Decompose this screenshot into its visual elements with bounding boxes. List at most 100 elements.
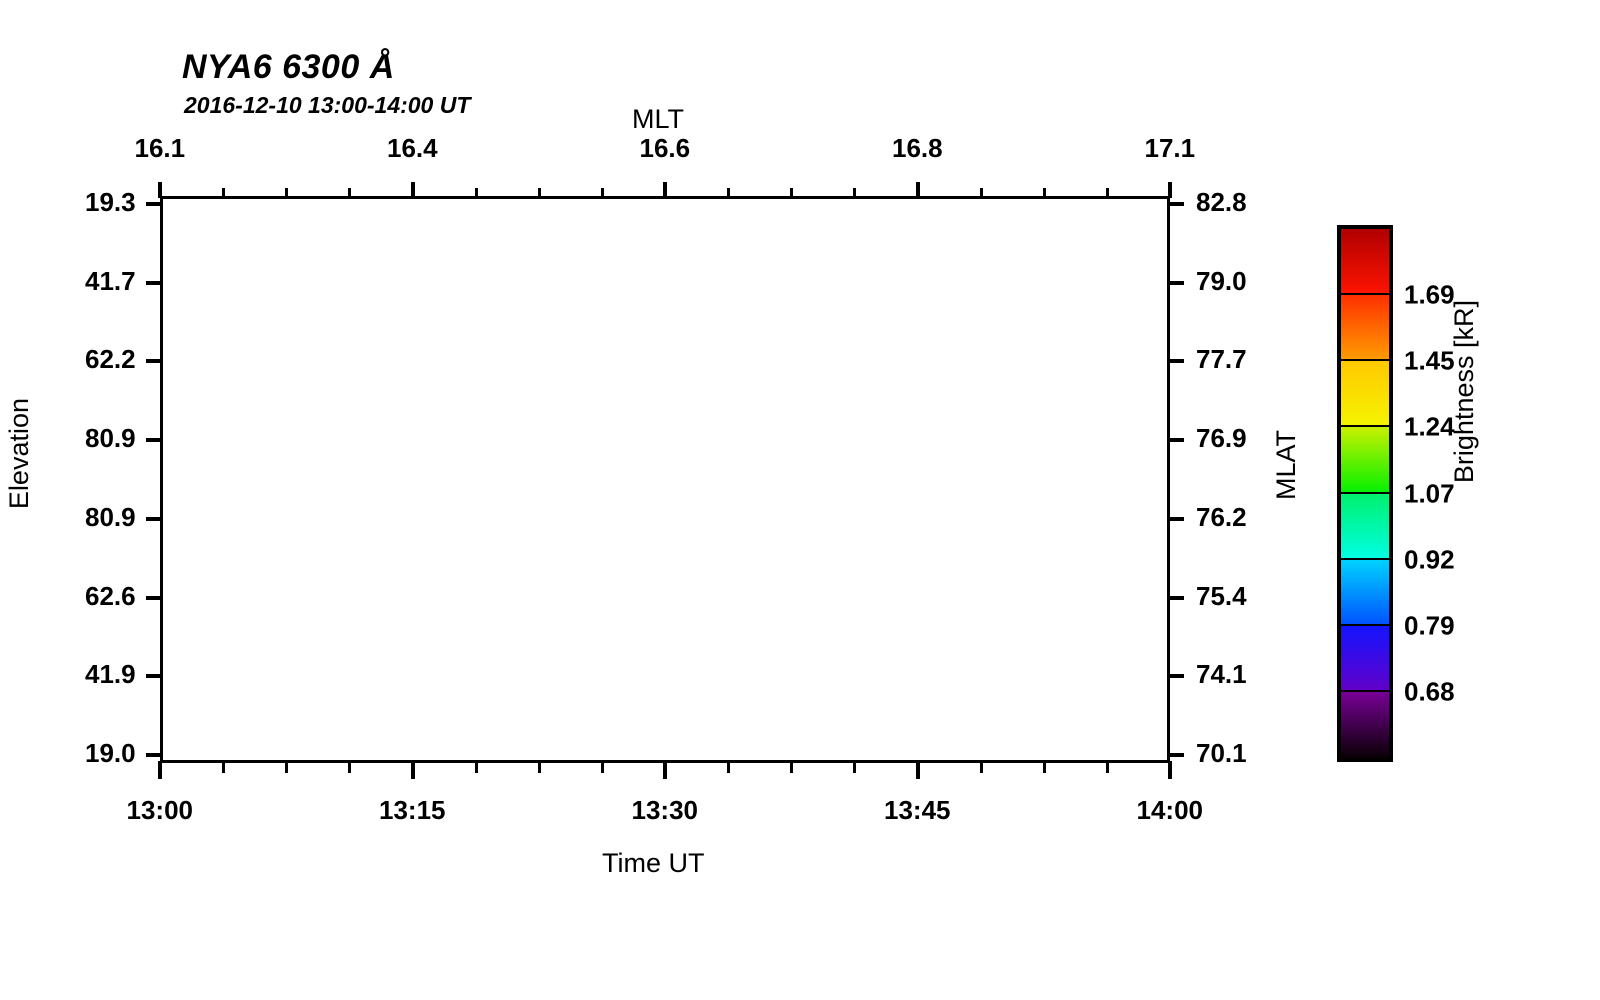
axis-tick bbox=[285, 188, 288, 198]
page-title: NYA6 6300 Å bbox=[182, 48, 395, 86]
colorbar-band bbox=[1341, 559, 1389, 626]
axis-tick-label: 19.3 bbox=[85, 187, 136, 217]
axis-tick-label: 75.4 bbox=[1196, 580, 1247, 611]
axis-tick bbox=[1168, 761, 1172, 779]
axis-tick bbox=[916, 182, 920, 198]
axis-tick bbox=[411, 182, 415, 198]
axis-tick bbox=[158, 761, 162, 779]
colorbar bbox=[1337, 225, 1393, 762]
axis-tick-label: 76.2 bbox=[1196, 501, 1247, 532]
axis-tick-label: 77.7 bbox=[1196, 344, 1247, 375]
plot-frame bbox=[160, 196, 1170, 763]
axis-tick bbox=[853, 188, 856, 198]
axis-tick bbox=[146, 438, 162, 442]
axis-tick bbox=[601, 761, 604, 773]
axis-tick bbox=[916, 761, 920, 779]
axis-tick bbox=[158, 182, 162, 198]
axis-tick-label: 17.1 bbox=[1144, 133, 1196, 163]
top-axis-title: MLT bbox=[632, 104, 684, 134]
axis-tick-label: 62.2 bbox=[85, 344, 136, 375]
axis-tick-label: 82.8 bbox=[1196, 187, 1247, 217]
axis-tick-label: 41.9 bbox=[85, 659, 136, 690]
axis-tick-label: 16.8 bbox=[892, 133, 943, 163]
axis-tick bbox=[146, 202, 162, 206]
axis-tick bbox=[146, 517, 162, 521]
axis-tick-label: 80.9 bbox=[85, 501, 136, 532]
colorbar-tick-label: 1.69 bbox=[1404, 279, 1455, 310]
axis-tick-label: 74.1 bbox=[1196, 659, 1247, 690]
axis-tick-label: 70.1 bbox=[1196, 738, 1247, 768]
axis-tick bbox=[601, 188, 604, 198]
axis-tick-label: 76.9 bbox=[1196, 423, 1247, 454]
colorbar-title: Brightness [kR] bbox=[1449, 300, 1479, 484]
axis-tick bbox=[1168, 753, 1184, 757]
axis-tick bbox=[663, 182, 667, 198]
axis-tick bbox=[1043, 761, 1046, 773]
axis-tick bbox=[1168, 281, 1184, 285]
axis-tick bbox=[1043, 188, 1046, 198]
axis-tick-label: 13:15 bbox=[379, 795, 446, 825]
axis-tick-label: 13:30 bbox=[631, 795, 699, 825]
axis-tick bbox=[1168, 517, 1184, 521]
axis-tick bbox=[1168, 438, 1184, 442]
colorbar-band bbox=[1341, 295, 1389, 362]
colorbar-tick-label: 0.92 bbox=[1404, 544, 1455, 575]
axis-tick-label: 13:00 bbox=[126, 795, 194, 825]
axis-tick bbox=[348, 761, 351, 773]
colorbar-tick-label: 0.68 bbox=[1404, 676, 1455, 707]
colorbar-band bbox=[1341, 361, 1389, 428]
colorbar-band bbox=[1341, 229, 1389, 296]
axis-tick-label: 80.9 bbox=[85, 423, 136, 454]
axis-tick bbox=[1168, 674, 1184, 678]
axis-tick bbox=[1168, 202, 1184, 206]
axis-tick bbox=[1168, 596, 1184, 600]
axis-tick bbox=[222, 188, 225, 198]
axis-tick bbox=[980, 761, 983, 773]
axis-tick bbox=[146, 359, 162, 363]
axis-tick bbox=[727, 188, 730, 198]
axis-tick-label: 62.6 bbox=[85, 580, 136, 611]
axis-tick-label: 16.6 bbox=[639, 133, 691, 163]
axis-tick bbox=[146, 674, 162, 678]
axis-tick bbox=[475, 761, 478, 773]
colorbar-tick-label: 1.07 bbox=[1404, 478, 1455, 508]
axis-tick bbox=[222, 761, 225, 773]
colorbar-band bbox=[1341, 427, 1389, 494]
axis-tick-label: 79.0 bbox=[1196, 265, 1247, 296]
colorbar-band bbox=[1341, 625, 1389, 692]
axis-tick-label: 19.0 bbox=[85, 738, 136, 768]
axis-tick-label: 41.7 bbox=[85, 265, 136, 296]
axis-tick bbox=[1168, 359, 1184, 363]
axis-tick bbox=[727, 761, 730, 773]
bottom-axis-title: Time UT bbox=[602, 848, 705, 878]
axis-tick bbox=[146, 596, 162, 600]
page-subtitle: 2016-12-10 13:00-14:00 UT bbox=[184, 92, 471, 118]
axis-tick bbox=[790, 761, 793, 773]
axis-tick-label: 14:00 bbox=[1136, 795, 1204, 825]
axis-tick bbox=[411, 761, 415, 779]
axis-tick bbox=[1106, 761, 1109, 773]
colorbar-band bbox=[1341, 493, 1389, 560]
colorbar-tick-label: 1.24 bbox=[1404, 411, 1455, 442]
axis-tick-label: 16.4 bbox=[387, 133, 438, 163]
axis-tick bbox=[538, 188, 541, 198]
axis-tick bbox=[790, 188, 793, 198]
axis-tick-label: 13:45 bbox=[884, 795, 951, 825]
colorbar-tick-label: 0.79 bbox=[1404, 610, 1455, 641]
axis-tick bbox=[980, 188, 983, 198]
axis-tick bbox=[538, 761, 541, 773]
colorbar-tick-label: 1.45 bbox=[1404, 345, 1455, 376]
axis-tick-label: 16.1 bbox=[134, 133, 186, 163]
axis-tick bbox=[1168, 182, 1172, 198]
axis-tick bbox=[475, 188, 478, 198]
axis-tick bbox=[1106, 188, 1109, 198]
axis-tick bbox=[285, 761, 288, 773]
axis-tick bbox=[146, 281, 162, 285]
axis-tick bbox=[853, 761, 856, 773]
axis-tick bbox=[663, 761, 667, 779]
